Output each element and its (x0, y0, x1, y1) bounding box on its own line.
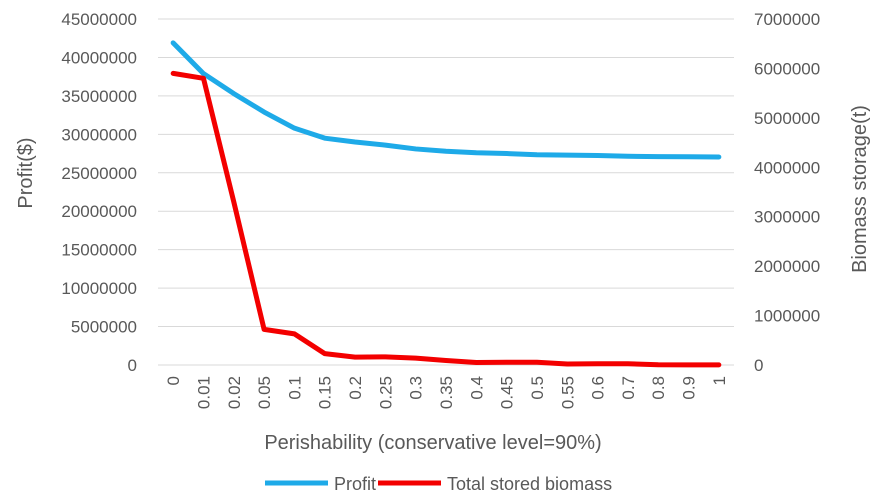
legend-label-total-stored-biomass: Total stored biomass (447, 474, 612, 494)
y2-tick-label: 5000000 (754, 109, 820, 128)
y-tick-label: 40000000 (61, 48, 137, 67)
x-tick-label: 0.15 (316, 376, 335, 409)
x-tick-label: 0.55 (558, 376, 577, 409)
y2-tick-label: 4000000 (754, 158, 820, 177)
y-tick-label: 35000000 (61, 87, 137, 106)
y2-tick-label: 7000000 (754, 10, 820, 29)
y-tick-label: 25000000 (61, 164, 137, 183)
y2-tick-label: 6000000 (754, 59, 820, 78)
y-tick-label: 10000000 (61, 279, 137, 298)
legend: Profit Total stored biomass (265, 474, 612, 494)
x-axis-title: Perishability (conservative level=90%) (264, 432, 601, 454)
y-axis-right-title: Biomass storage(t) (849, 105, 871, 273)
y-axis-right-ticks: 0 1000000 2000000 3000000 4000000 5000000 6000… (754, 10, 820, 375)
y2-tick-label: 1000000 (754, 307, 820, 326)
x-tick-label: 0.45 (498, 376, 517, 409)
x-tick-label: 0.02 (225, 376, 244, 409)
y-axis-left-ticks: 0 5000000 10000000 15000000 20000000 25000000… (61, 10, 137, 375)
x-tick-label: 0.4 (467, 376, 486, 400)
x-axis-ticks: 0 0.01 0.02 0.05 0.1 0.15 0.2 0.25 0.3 0.35 0.4 0.4… (164, 376, 729, 409)
x-tick-label: 0.01 (194, 376, 213, 409)
x-tick-label: 0.9 (680, 376, 699, 400)
y-tick-label: 45000000 (61, 10, 137, 29)
x-tick-label: 0.8 (649, 376, 668, 400)
y2-tick-label: 2000000 (754, 257, 820, 276)
y-tick-label: 0 (128, 356, 137, 375)
x-tick-label: 0.5 (528, 376, 547, 400)
gridlines (158, 18, 734, 366)
y-axis-left-title: Profit($) (15, 137, 37, 208)
y-tick-label: 15000000 (61, 241, 137, 260)
x-tick-label: 0.7 (619, 376, 638, 400)
x-tick-label: 0.2 (346, 376, 365, 400)
x-tick-label: 0.05 (255, 376, 274, 409)
series-lines (170, 40, 722, 368)
x-tick-label: 0.35 (437, 376, 456, 409)
x-tick-label: 0.25 (376, 376, 395, 409)
y2-tick-label: 0 (754, 356, 763, 375)
y-tick-label: 20000000 (61, 202, 137, 221)
x-tick-label: 1 (710, 376, 729, 385)
x-tick-label: 0.1 (285, 376, 304, 400)
x-tick-label: 0.6 (589, 376, 608, 400)
y-tick-label: 30000000 (61, 125, 137, 144)
x-tick-label: 0.3 (407, 376, 426, 400)
y-tick-label: 5000000 (71, 318, 137, 337)
x-tick-label: 0 (164, 376, 183, 385)
series-line-profit (170, 40, 722, 160)
series-line-total-stored-biomass (170, 70, 722, 368)
legend-label-profit: Profit (334, 474, 376, 494)
y2-tick-label: 3000000 (754, 208, 820, 227)
